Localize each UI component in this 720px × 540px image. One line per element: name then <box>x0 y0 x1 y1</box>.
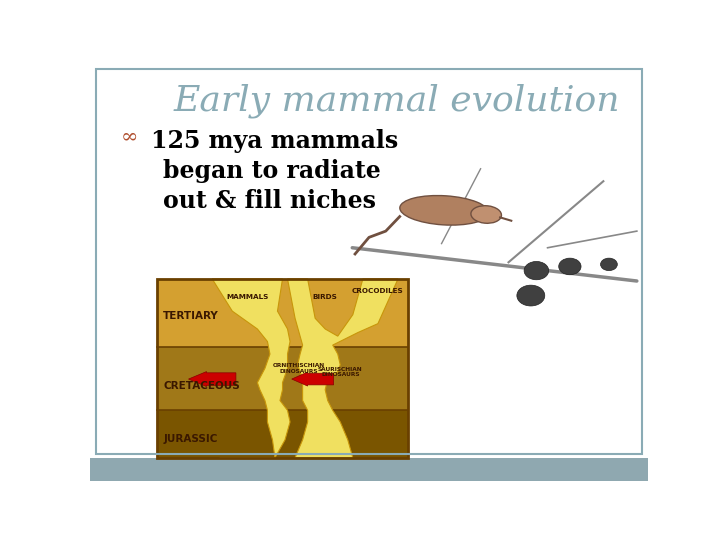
Polygon shape <box>212 279 290 458</box>
Text: ORNITHISCHIAN
DINOSAURS: ORNITHISCHIAN DINOSAURS <box>273 363 325 374</box>
Text: ∞: ∞ <box>121 127 138 146</box>
Ellipse shape <box>471 206 501 223</box>
Ellipse shape <box>400 195 489 225</box>
Circle shape <box>600 258 617 271</box>
Bar <box>157 410 408 458</box>
Bar <box>157 347 408 410</box>
Text: Early mammal evolution: Early mammal evolution <box>174 84 620 118</box>
Text: CRETACEOUS: CRETACEOUS <box>163 381 240 391</box>
Bar <box>90 458 648 481</box>
Text: SAURISCHIAN
DINOSAURS: SAURISCHIAN DINOSAURS <box>318 367 363 377</box>
Circle shape <box>559 258 581 275</box>
Text: TERTIARY: TERTIARY <box>163 311 219 321</box>
Text: 125 mya mammals: 125 mya mammals <box>151 129 399 153</box>
Bar <box>157 279 408 347</box>
Text: JURASSIC: JURASSIC <box>163 434 217 444</box>
Text: began to radiate: began to radiate <box>163 159 380 183</box>
Circle shape <box>524 261 549 280</box>
Polygon shape <box>292 372 333 386</box>
Text: MAMMALS: MAMMALS <box>226 294 269 300</box>
Text: BIRDS: BIRDS <box>312 294 338 300</box>
Text: out & fill niches: out & fill niches <box>163 189 376 213</box>
Text: CROCODILES: CROCODILES <box>352 288 404 294</box>
Circle shape <box>517 285 545 306</box>
Bar <box>157 279 408 458</box>
Polygon shape <box>189 372 236 387</box>
Polygon shape <box>287 279 398 458</box>
